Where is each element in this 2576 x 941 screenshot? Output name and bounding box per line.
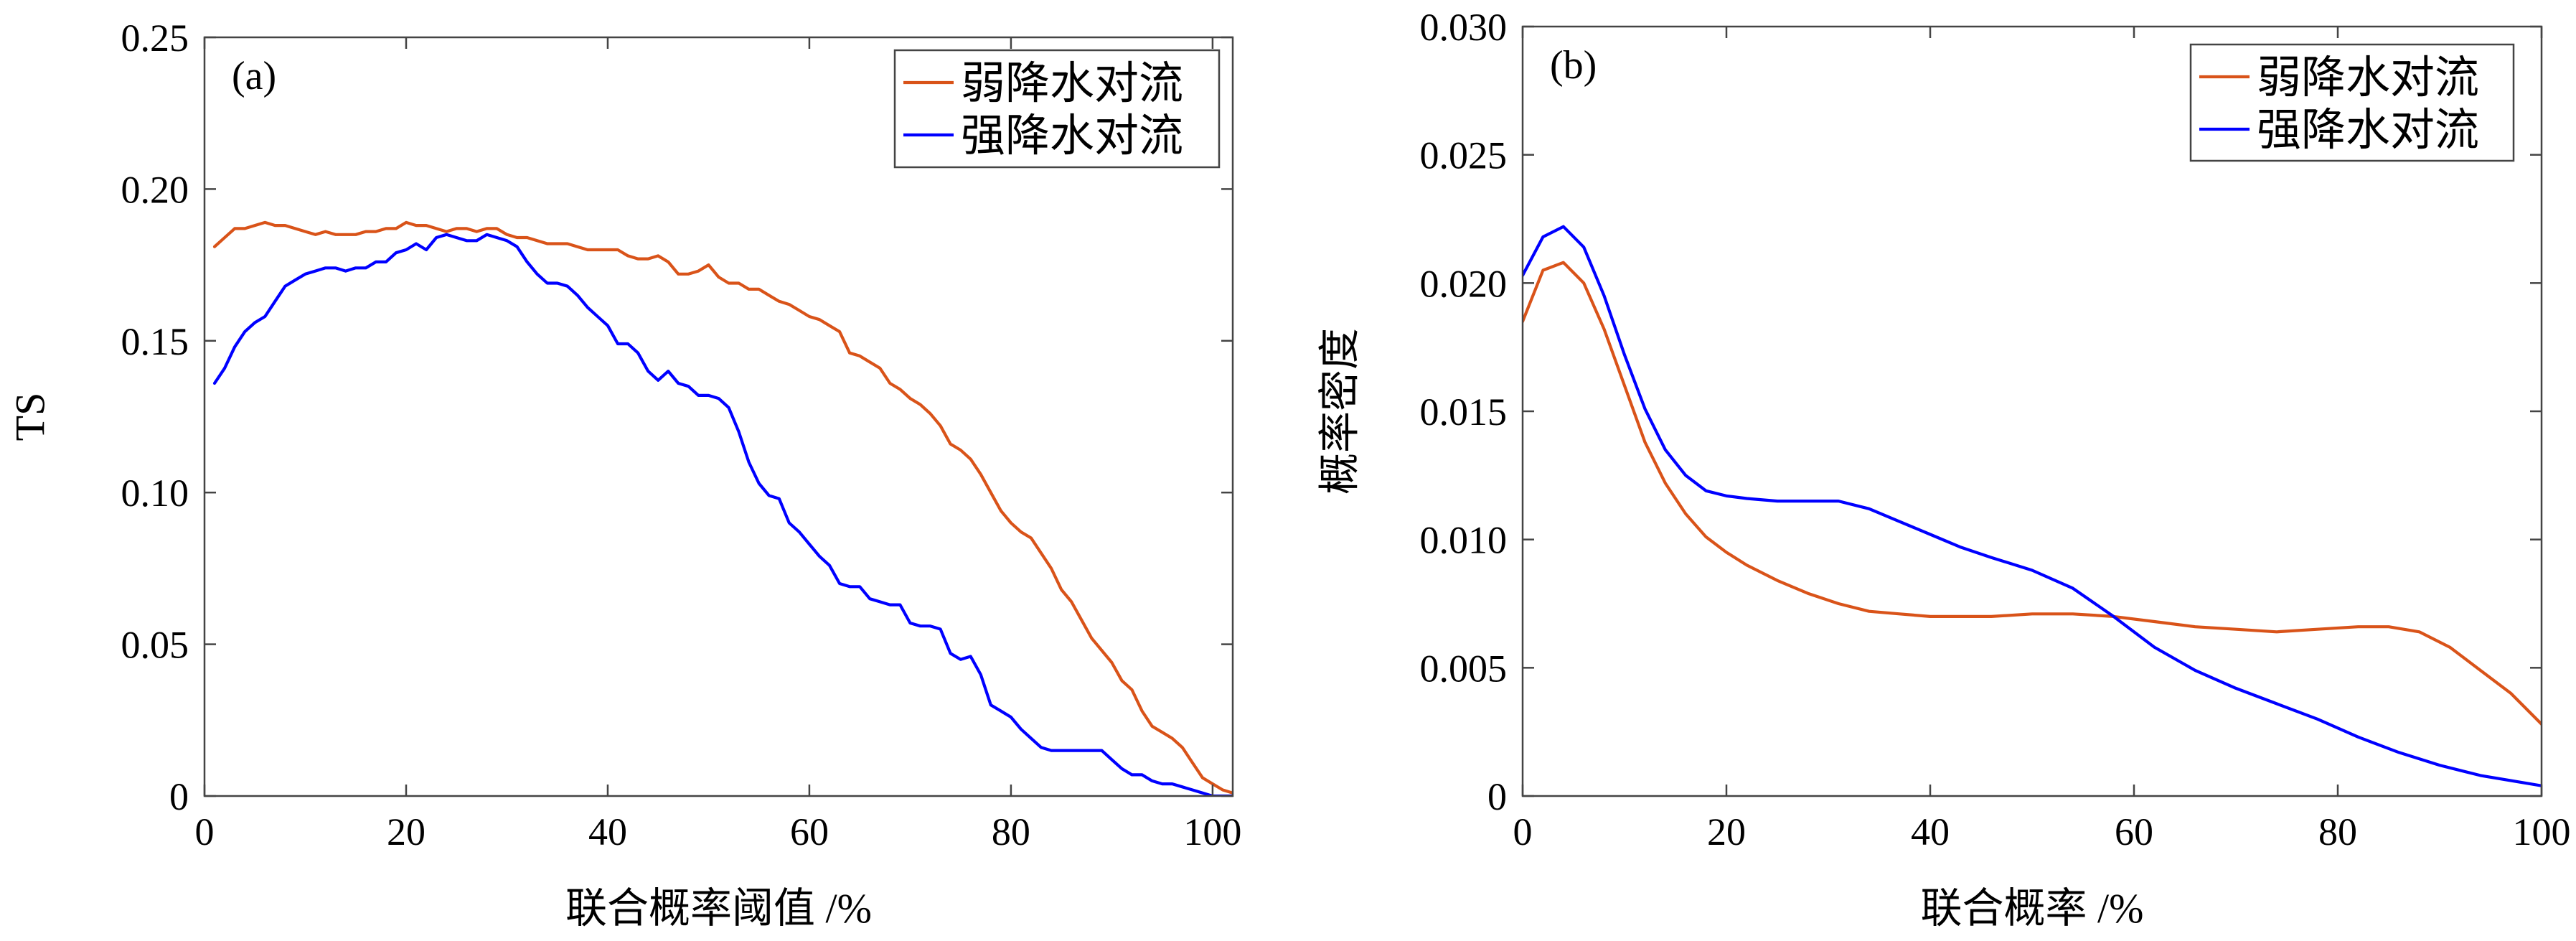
series-line-weak-convection — [212, 220, 1233, 795]
y-tick-label: 0.030 — [1420, 6, 1508, 49]
legend-box — [893, 49, 1221, 169]
x-tick-label: 40 — [1911, 810, 1950, 853]
y-tick-label: 0 — [1487, 775, 1507, 818]
x-tick-label: 100 — [2513, 810, 2571, 853]
y-tick-label: 0 — [169, 775, 189, 818]
y-tick-label: 0.015 — [1420, 390, 1508, 434]
legend-entry-label: 弱降水对流 — [961, 60, 1183, 108]
y-tick-label: 0.15 — [121, 320, 189, 363]
y-axis-label: 概率密度 — [1316, 328, 1363, 495]
x-tick-label: 20 — [387, 810, 426, 853]
y-tick-label: 0.020 — [1420, 262, 1508, 305]
legend-entry-label: 弱降水对流 — [2257, 54, 2479, 103]
x-tick-label: 80 — [992, 810, 1030, 853]
series-line-strong-convection — [1523, 225, 2542, 787]
x-axis-label: 联合概率 /% — [1921, 885, 2144, 932]
x-tick-label: 80 — [2318, 810, 2357, 853]
y-tick-label: 0.25 — [121, 17, 189, 60]
x-tick-label: 60 — [790, 810, 829, 853]
x-tick-label: 20 — [1707, 810, 1746, 853]
legend-entry-label: 强降水对流 — [961, 112, 1183, 161]
panel-label: (b) — [1550, 43, 1597, 88]
plot-frame — [203, 36, 1234, 797]
legend-entry-label: 强降水对流 — [2257, 106, 2479, 155]
x-axis-label: 联合概率阈值 /% — [565, 885, 872, 932]
y-tick-label: 0.005 — [1420, 647, 1508, 690]
x-tick-label: 0 — [1513, 810, 1533, 853]
x-tick-label: 40 — [588, 810, 627, 853]
y-tick-label: 0.10 — [121, 472, 189, 515]
x-tick-label: 100 — [1183, 810, 1241, 853]
panel-label: (a) — [232, 54, 276, 98]
y-axis-label: TS — [6, 393, 53, 441]
series-line-weak-convection — [1523, 261, 2542, 726]
x-tick-label: 60 — [2115, 810, 2153, 853]
x-tick-label: 0 — [195, 810, 215, 853]
legend-box — [2189, 43, 2515, 162]
panel-a: 0 20 40 60 80 100 0 0.05 0.10 0.15 0.20 0.25 联合概率阈值 … — [6, 17, 1241, 932]
y-tick-label: 0.010 — [1420, 519, 1508, 562]
y-tick-label: 0.05 — [121, 624, 189, 667]
y-tick-label: 0.025 — [1420, 134, 1508, 177]
y-tick-label: 0.20 — [121, 168, 189, 211]
series-line-strong-convection — [212, 233, 1233, 796]
panel-b: 0 20 40 60 80 100 0 0.005 0.010 0.015 0.020 0.025 0.… — [1316, 6, 2570, 932]
